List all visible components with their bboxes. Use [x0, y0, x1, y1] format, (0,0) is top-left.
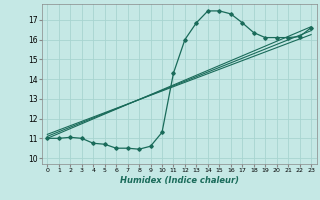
X-axis label: Humidex (Indice chaleur): Humidex (Indice chaleur): [120, 176, 239, 185]
